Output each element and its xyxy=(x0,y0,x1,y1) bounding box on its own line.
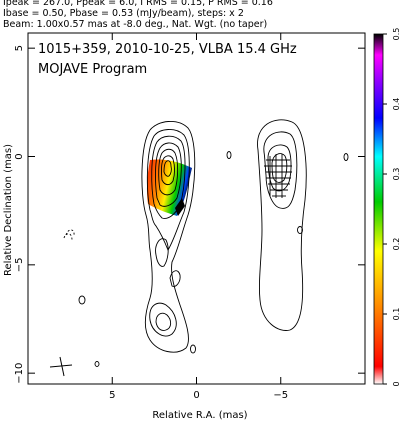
header-line-1: Ipeak = 267.0, Ppeak = 6.0, I RMS = 0.15… xyxy=(3,0,273,8)
colorbar-tick-label: 0.3 xyxy=(392,168,401,181)
colorbar-tick-label: 0.5 xyxy=(392,28,401,41)
y-tick-label: −10 xyxy=(14,363,25,384)
polarization-contours xyxy=(257,119,307,331)
polarization-peak xyxy=(175,198,185,216)
beam-marker xyxy=(49,356,73,377)
contour-outer xyxy=(141,121,196,353)
colorbar-tick-label: 0.1 xyxy=(392,308,401,321)
negative-contour-2 xyxy=(63,233,73,241)
polarization-vectors xyxy=(264,154,292,198)
contour-jet-lobe xyxy=(149,302,177,337)
pol-contour-spot xyxy=(297,226,303,234)
contour-noise-2 xyxy=(94,361,100,367)
y-tick-label: −5 xyxy=(14,257,25,272)
y-tick-label: 0 xyxy=(14,153,25,159)
contour-noise-5 xyxy=(343,153,349,161)
x-tick-label: 0 xyxy=(193,390,199,401)
contour-jet-knot xyxy=(155,238,169,267)
contour-noise-4 xyxy=(190,344,196,354)
colorbar xyxy=(373,33,384,385)
contour-level-3 xyxy=(151,135,186,219)
x-tick-label: 5 xyxy=(109,390,115,401)
colorbar-tick-label: 0.2 xyxy=(392,238,401,251)
colorbar-ticks: 0 0.1 0.2 0.3 0.4 0.5 xyxy=(383,28,401,387)
axis-tick-labels: 5 0 −5 5 0 −5 −10 xyxy=(14,45,288,401)
contour-level-4 xyxy=(155,142,182,207)
header-line-2: Ibase = 0.50, Pbase = 0.53 (mJy/beam), s… xyxy=(3,8,244,19)
contour-core xyxy=(163,160,172,177)
header-line-3: Beam: 1.00x0.57 mas at -8.0 deg., Nat. W… xyxy=(3,19,268,30)
colorbar-tick-label: 0 xyxy=(392,381,401,386)
pol-contour-core xyxy=(271,153,288,183)
intensity-contours xyxy=(63,121,349,367)
contour-level-2 xyxy=(146,129,190,252)
colorbar-tick-label: 0.4 xyxy=(392,98,401,111)
negative-contour-1 xyxy=(65,229,75,237)
chart-subtitle: MOJAVE Program xyxy=(38,62,147,77)
x-axis-label: Relative R.A. (mas) xyxy=(152,410,247,421)
contour-level-5 xyxy=(158,148,179,196)
pol-contour-outer xyxy=(257,119,307,331)
image-layer xyxy=(49,119,349,377)
contour-jet-lobe-inner xyxy=(155,312,172,331)
contour-noise-1 xyxy=(78,295,86,305)
y-tick-label: 5 xyxy=(14,45,25,51)
chart-title: 1015+359, 2010-10-25, VLBA 15.4 GHz xyxy=(38,42,297,57)
contour-level-6 xyxy=(160,155,175,186)
plot-frame xyxy=(27,32,366,385)
x-tick-label: −5 xyxy=(273,390,288,401)
axis-ticks xyxy=(28,33,365,384)
contour-noise-3 xyxy=(226,151,232,159)
y-axis-label: Relative Declination (mas) xyxy=(3,144,14,276)
contour-jet-spot xyxy=(169,270,181,287)
pol-contour-2 xyxy=(263,131,298,209)
